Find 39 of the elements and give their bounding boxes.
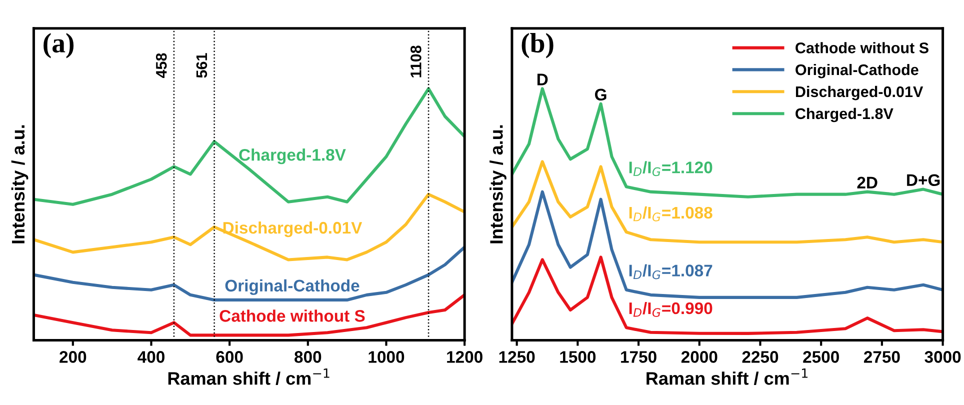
x-tick-label: 1500 xyxy=(560,351,596,363)
x-axis-title: Raman shift / cm$^{−1}$ xyxy=(168,368,330,386)
annotation: I$_{D}$/I$_{G}$=0.990 xyxy=(629,302,712,317)
ref-line-label: 1108 xyxy=(410,46,422,78)
series-label: Cathode without S xyxy=(220,310,365,322)
annotation: D+G xyxy=(907,174,940,186)
x-tick-label: 600 xyxy=(216,351,243,363)
legend-label: Discharged-0.01V xyxy=(796,86,924,100)
x-tick-label: 2750 xyxy=(864,351,900,363)
series-label: Charged-1.8V xyxy=(239,148,346,164)
annotation: G xyxy=(595,88,606,101)
x-tick-label: 200 xyxy=(60,351,86,363)
text: (b) xyxy=(522,33,554,58)
x-tick-label: 2250 xyxy=(742,351,778,363)
annotation: I$_{D}$/I$_{G}$=1.087 xyxy=(629,264,712,280)
legend-label: Original-Cathode xyxy=(796,64,918,78)
annotation: I$_{D}$/I$_{G}$=1.120 xyxy=(629,161,712,176)
y-axis-title: Intensity / a.u. xyxy=(490,125,506,244)
legend-label: Charged-1.8V xyxy=(796,108,894,122)
x-tick-label: 3000 xyxy=(924,351,961,363)
x-tick-label: 1000 xyxy=(368,351,404,363)
ref-line-label: 458 xyxy=(156,53,167,78)
text: (a) xyxy=(44,33,74,58)
legend-label: Cathode without S xyxy=(796,42,928,54)
x-axis-title: Raman shift / cm$^{−1}$ xyxy=(646,368,808,386)
series-label: Discharged-0.01V xyxy=(223,221,362,238)
series-label: Original-Cathode xyxy=(225,279,360,295)
x-tick-label: 1200 xyxy=(447,351,482,363)
x-tick-label: 800 xyxy=(294,351,322,363)
x-tick-label: 400 xyxy=(138,351,164,363)
annotation: I$_{D}$/I$_{G}$=1.088 xyxy=(629,206,712,222)
annotation: D xyxy=(537,74,548,86)
ref-line-label: 561 xyxy=(196,53,208,78)
y-axis-title: Intensity / a.u. xyxy=(11,125,28,244)
annotation: 2D xyxy=(857,176,878,188)
x-tick-label: 1750 xyxy=(621,351,656,363)
x-tick-label: 2500 xyxy=(803,351,839,363)
x-tick-label: 1250 xyxy=(499,351,535,363)
x-tick-label: 2000 xyxy=(681,351,718,363)
